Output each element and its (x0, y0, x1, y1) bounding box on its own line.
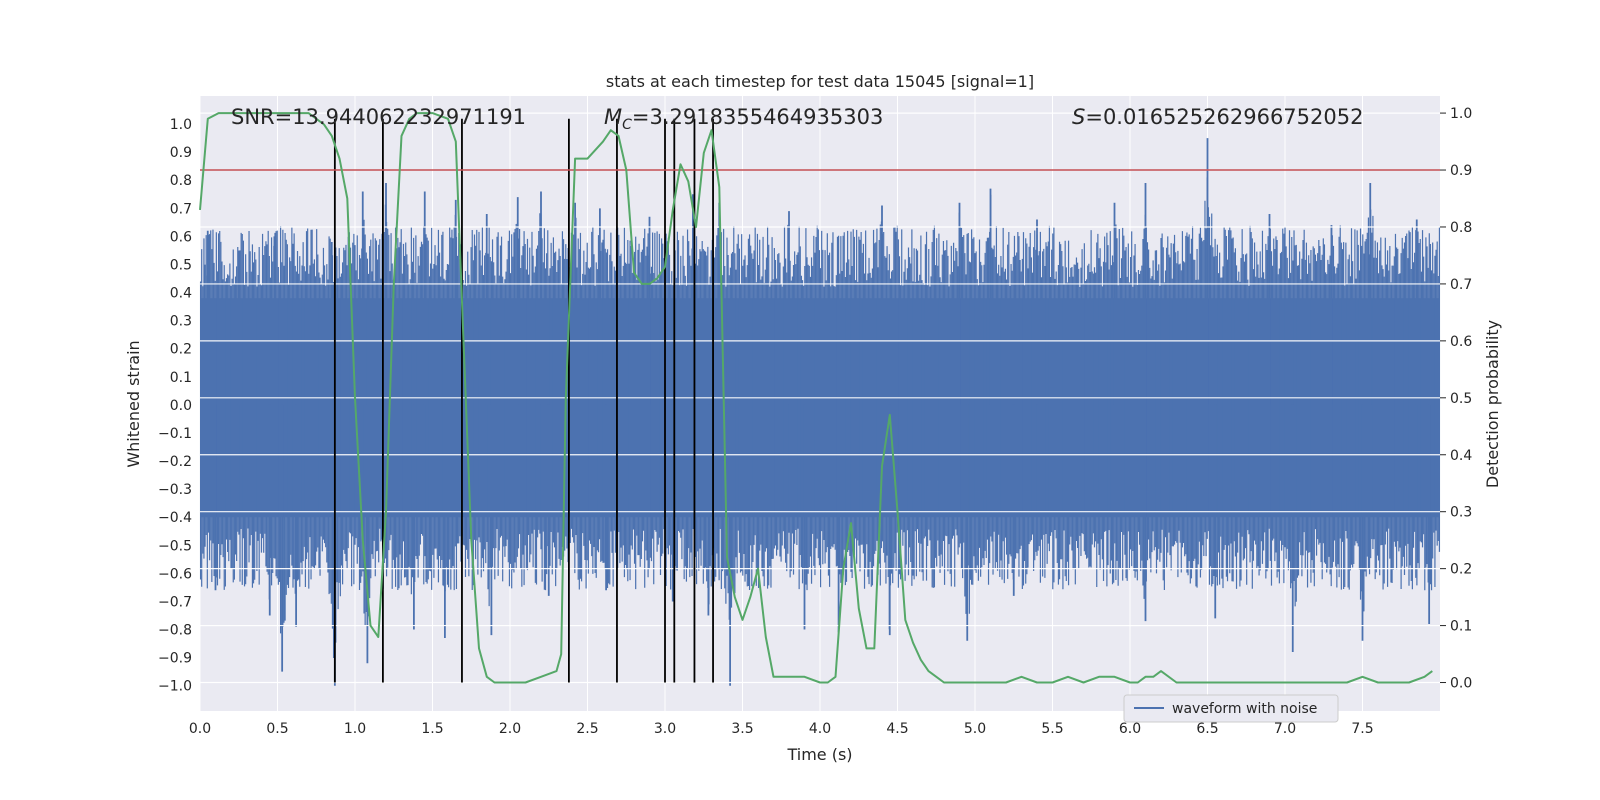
x-tick-labels: 0.0 0.5 1.0 1.5 2.0 2.5 3.0 3.5 4.0 4.5 5.0 5.5 6.0 6… (189, 721, 1374, 737)
y-right-tick-label: 0.4 (1450, 448, 1472, 464)
y-right-tick-label: 0.9 (1450, 163, 1472, 179)
s-statistic-annotation: S=0.016525262966752052 (1072, 105, 1363, 129)
y-right-tick-label: 0.5 (1450, 391, 1472, 407)
y-left-tick-label: −0.2 (158, 454, 192, 470)
y-left-tick-label: −0.5 (158, 538, 192, 554)
y-left-tick-label: 0.7 (170, 201, 192, 217)
y-right-tick-label: 0.3 (1450, 505, 1472, 521)
y-left-tick-label: 0.1 (170, 370, 192, 386)
x-tick-label: 0.5 (266, 721, 288, 737)
y-left-tick-label: 0.3 (170, 314, 192, 330)
y-left-tick-label: 0.8 (170, 173, 192, 189)
y-right-tick-label: 0.1 (1450, 619, 1472, 635)
x-tick-label: 7.0 (1274, 721, 1296, 737)
y-right-tick-label: 0.7 (1450, 277, 1472, 293)
y-left-tick-label: −0.1 (158, 426, 192, 442)
y-right-tick-label: 1.0 (1450, 106, 1472, 122)
y-left-tick-label: 0.9 (170, 145, 192, 161)
x-tick-label: 6.0 (1119, 721, 1141, 737)
y-left-tick-labels: 1.0 0.9 0.8 0.7 0.6 0.5 0.4 0.3 0.2 0.1 0.0 −0.1 −0.… (158, 117, 192, 695)
x-tick-label: 3.5 (731, 721, 753, 737)
y-right-tick-label: 0.0 (1450, 676, 1472, 692)
y-left-tick-label: −0.7 (158, 594, 192, 610)
x-tick-label: 1.5 (421, 721, 443, 737)
y-left-tick-label: 1.0 (170, 117, 192, 133)
y-left-tick-label: −1.0 (158, 679, 192, 695)
y-left-tick-label: 0.0 (170, 398, 192, 414)
x-tick-label: 7.5 (1351, 721, 1373, 737)
x-tick-label: 5.5 (1041, 721, 1063, 737)
chirp-mass-annotation: MC=3.2918355464935303 (604, 105, 883, 133)
snr-annotation: SNR=13.944062232971191 (231, 105, 526, 129)
x-tick-label: 6.5 (1196, 721, 1218, 737)
x-axis-label: Time (s) (786, 745, 852, 764)
x-tick-label: 0.0 (189, 721, 211, 737)
x-tick-label: 2.5 (576, 721, 598, 737)
detection-probability-line (199, 112, 1433, 684)
y-left-tick-label: −0.6 (158, 566, 192, 582)
y-right-tick-label: 0.6 (1450, 334, 1472, 350)
legend: waveform with noise (1123, 694, 1339, 723)
y-left-tick-label: −0.3 (158, 482, 192, 498)
detection-probability-series (199, 112, 1433, 684)
y-left-tick-label: 0.6 (170, 229, 192, 245)
y-right-tick-labels: 1.0 0.9 0.8 0.7 0.6 0.5 0.4 0.3 0.2 0.1 0.0 (1440, 106, 1472, 692)
y-left-axis-label: Whitened strain (124, 340, 143, 467)
y-left-tick-label: 0.5 (170, 257, 192, 273)
y-left-tick-label: 0.2 (170, 342, 192, 358)
legend-box (1123, 694, 1339, 723)
x-tick-label: 1.0 (344, 721, 366, 737)
chart-title: stats at each timestep for test data 150… (606, 72, 1034, 91)
y-left-tick-label: 0.4 (170, 286, 192, 302)
x-tick-label: 3.0 (654, 721, 676, 737)
y-left-tick-label: −0.8 (158, 623, 192, 639)
y-right-tick-label: 0.8 (1450, 220, 1472, 236)
y-right-tick-label: 0.2 (1450, 562, 1472, 578)
x-tick-label: 5.0 (964, 721, 986, 737)
y-right-axis-label: Detection probability (1483, 320, 1502, 488)
x-tick-label: 4.0 (809, 721, 831, 737)
y-left-tick-label: −0.9 (158, 651, 192, 667)
legend-label: waveform with noise (1172, 701, 1317, 717)
y-left-tick-label: −0.4 (158, 510, 192, 526)
x-tick-label: 2.0 (499, 721, 521, 737)
x-tick-label: 4.5 (886, 721, 908, 737)
